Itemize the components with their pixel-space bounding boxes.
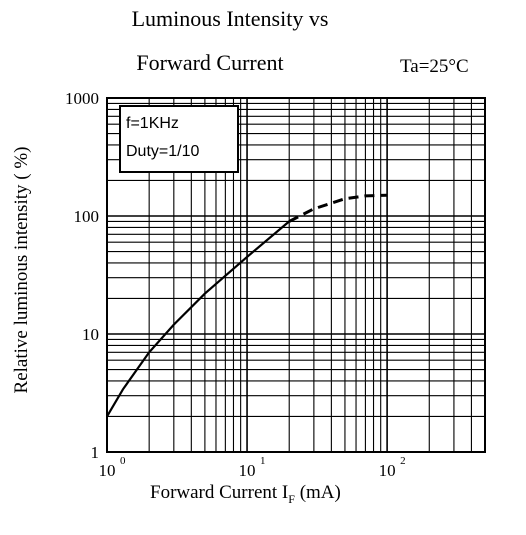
- legend-frame: [119, 105, 239, 173]
- x-tick-label: 10: [379, 461, 396, 480]
- x-axis-label-unit: (mA): [299, 482, 341, 503]
- temperature-condition: Ta=25°C: [400, 56, 469, 77]
- y-tick-label: 1: [91, 443, 100, 462]
- legend-text: f=1KHz: [126, 115, 179, 132]
- x-tick-label: 10: [99, 461, 116, 480]
- y-tick-label: 1000: [65, 89, 99, 108]
- curve-dashed-segment: [288, 193, 388, 223]
- chart-title-line1: Luminous Intensity vs: [131, 6, 329, 31]
- plot-frame: [106, 97, 486, 453]
- legend-box: f=1KHz Duty=1/10: [119, 105, 239, 173]
- x-axis-label-text: Forward Current I: [150, 482, 289, 503]
- x-tick-label: 10: [239, 461, 256, 480]
- curve-solid-segment: [106, 220, 290, 418]
- x-tick-exponent: 1: [260, 455, 266, 467]
- curve: [106, 193, 388, 418]
- chart-title-line2: Forward Current: [136, 50, 284, 75]
- x-tick-exponent: 0: [120, 455, 126, 467]
- x-tick-exponent: 2: [400, 455, 406, 467]
- x-axis-label-subscript: F: [288, 491, 295, 506]
- legend-text: Duty=1/10: [126, 143, 199, 160]
- y-tick-label: 10: [82, 325, 99, 344]
- y-tick-label: 100: [74, 207, 100, 226]
- plot-border: [106, 97, 486, 453]
- x-axis-label: Forward Current IF (mA): [150, 482, 341, 507]
